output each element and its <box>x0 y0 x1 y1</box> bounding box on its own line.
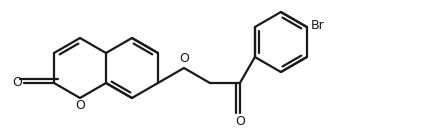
Text: O: O <box>234 115 244 128</box>
Text: Br: Br <box>309 18 323 32</box>
Text: O: O <box>12 76 22 89</box>
Text: O: O <box>75 99 85 112</box>
Text: O: O <box>178 52 188 65</box>
